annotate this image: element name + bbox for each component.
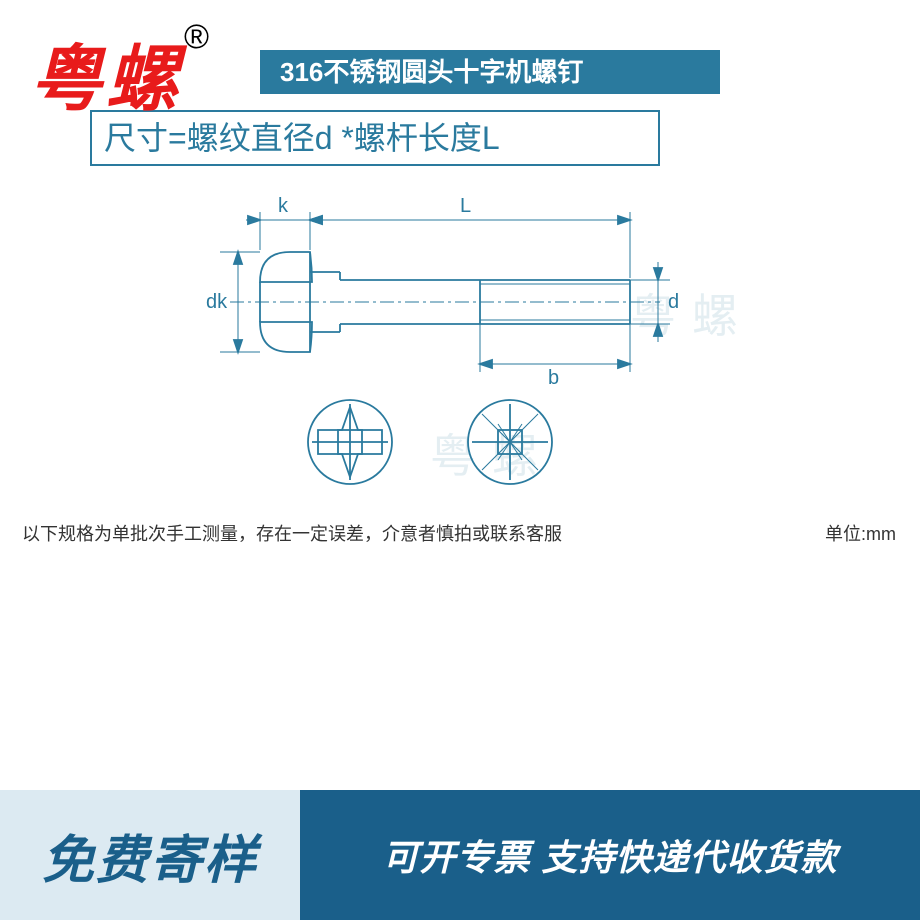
product-title-bar: 316不锈钢圆头十字机螺钉 <box>260 50 720 94</box>
footer-banner: 免费寄样 可开专票 支持快递代收货款 <box>0 790 920 920</box>
footer-right-label: 可开专票 支持快递代收货款 <box>382 829 837 881</box>
disclaimer-text: 以下规格为单批次手工测量，存在一定误差，介意者慎拍或联系客服 <box>22 520 562 546</box>
size-formula-text: 尺寸=螺纹直径d *螺杆长度L <box>104 120 500 156</box>
screw-diagram: dk k L d b <box>160 172 720 492</box>
free-sample-label: 免费寄样 <box>42 818 258 893</box>
diagram-label-L: L <box>460 195 471 217</box>
footer-left-panel: 免费寄样 <box>0 790 300 920</box>
diagram-label-d: d <box>668 291 679 313</box>
diagram-label-k: k <box>278 195 289 217</box>
diagram-label-dk: dk <box>206 291 228 313</box>
footer-right-panel: 可开专票 支持快递代收货款 <box>300 790 920 920</box>
brand-reg-mark: ® <box>184 18 209 56</box>
unit-label: 单位:mm <box>825 520 896 546</box>
product-title: 316不锈钢圆头十字机螺钉 <box>280 57 583 87</box>
diagram-label-b: b <box>548 367 559 389</box>
brand-logo: 粤螺® <box>30 20 209 125</box>
brand-name: 粤螺 <box>30 20 182 125</box>
spec-table-container: 公制直径d M1.6 M2 M2.5 M3 M4 M5 M6 M8 dk 最大m… <box>0 560 920 788</box>
